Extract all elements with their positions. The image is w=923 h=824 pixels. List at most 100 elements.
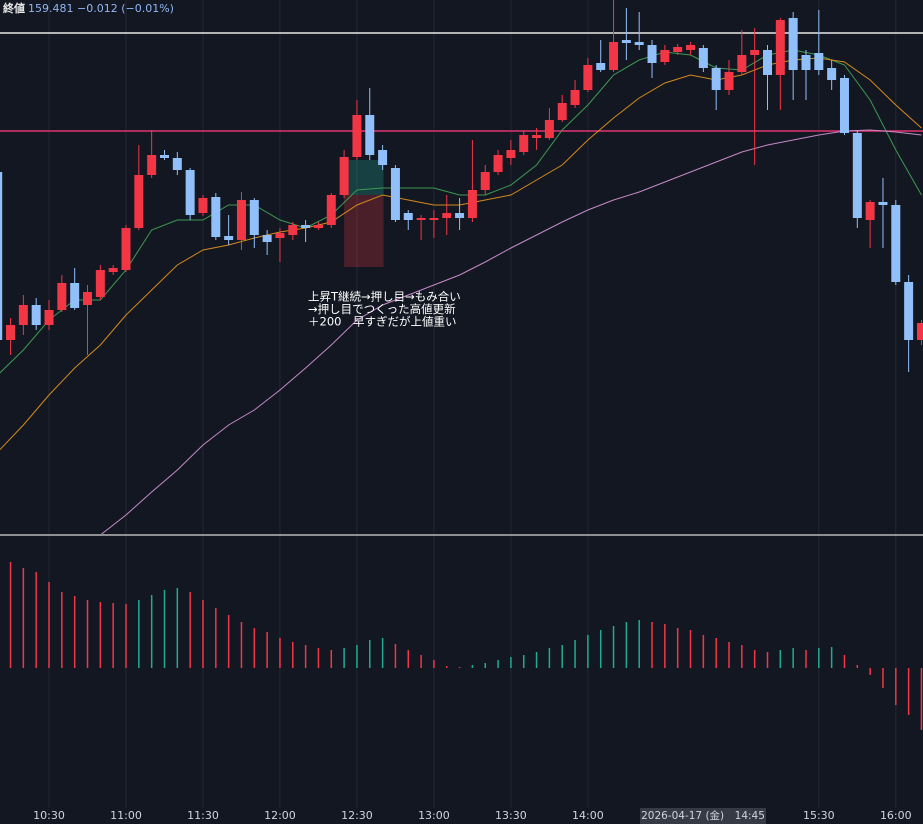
- histogram-bar: [227, 615, 230, 668]
- candle-body: [673, 47, 683, 52]
- annotation: 上昇T継続→押し目→もみ合い: [308, 290, 461, 304]
- candle-body: [211, 197, 221, 237]
- histogram-bar: [433, 660, 435, 668]
- price-panel: 上昇T継続→押し目→もみ合い→押し目でつくった高値更新＋200 早すぎだが上値重…: [0, 0, 923, 534]
- histogram-bar: [99, 602, 102, 668]
- histogram-bar: [792, 648, 794, 668]
- histogram-bar: [766, 652, 769, 668]
- candle-body: [583, 65, 593, 90]
- histogram-bar: [535, 652, 538, 668]
- crosshair-label-bg: [640, 808, 766, 824]
- candle-body: [275, 233, 285, 238]
- candle-body: [621, 40, 631, 43]
- x-tick-label: 15:30: [803, 809, 835, 822]
- histogram-bar: [369, 640, 371, 668]
- histogram-bar: [830, 647, 833, 668]
- candle-body: [544, 120, 554, 138]
- histogram-bar: [689, 630, 692, 668]
- candle-body: [236, 200, 246, 240]
- histogram-bar: [330, 650, 333, 668]
- candle-body: [467, 190, 477, 218]
- histogram-bar: [753, 650, 756, 668]
- histogram-bar: [715, 638, 717, 668]
- candle-body: [224, 236, 234, 240]
- histogram-bar: [73, 596, 76, 668]
- histogram-bar: [163, 590, 166, 668]
- histogram-bar: [215, 608, 217, 668]
- histogram-bar: [843, 655, 846, 668]
- x-tick-label: 13:30: [495, 809, 527, 822]
- histogram-bar: [394, 644, 397, 668]
- candle-body: [750, 50, 760, 55]
- candle-body: [852, 133, 862, 218]
- candle-body: [493, 155, 503, 172]
- histogram-bar: [9, 562, 12, 668]
- candle-body: [429, 218, 439, 220]
- histogram-bar: [253, 628, 256, 668]
- histogram-bar: [907, 668, 910, 715]
- candle-body: [737, 55, 747, 72]
- histogram-bar: [625, 622, 628, 668]
- histogram-bar: [728, 642, 730, 668]
- candle-body: [288, 225, 298, 235]
- x-tick-label: 10:30: [33, 809, 65, 822]
- candle-body: [134, 175, 144, 228]
- histogram-bar: [497, 660, 499, 668]
- histogram-bar: [471, 665, 474, 668]
- candle-body: [6, 325, 16, 340]
- candle-body: [839, 78, 849, 133]
- candle-body: [44, 310, 54, 325]
- histogram-bar: [510, 657, 512, 668]
- candle-body: [532, 135, 542, 138]
- histogram-bar: [561, 645, 563, 668]
- x-tick-label: 11:00: [110, 809, 142, 822]
- histogram-bar: [420, 655, 422, 668]
- candle-body: [185, 170, 195, 215]
- candle-body: [891, 205, 901, 282]
- histogram-bar: [240, 622, 243, 668]
- histogram-bar: [882, 668, 884, 688]
- candle-body: [878, 202, 888, 205]
- histogram-bar: [446, 666, 448, 668]
- candle-body: [326, 195, 336, 225]
- candle-body: [147, 155, 157, 175]
- position-stop: [344, 195, 384, 267]
- candle-body: [506, 150, 516, 158]
- candle-body: [660, 50, 670, 62]
- histogram-bar: [22, 568, 25, 668]
- histogram-bar: [458, 667, 461, 668]
- histogram-bar: [741, 645, 743, 668]
- candle-body: [0, 172, 3, 340]
- x-tick-label: 11:30: [187, 809, 219, 822]
- x-tick-label: 12:30: [341, 809, 373, 822]
- x-tick-label: 13:00: [418, 809, 450, 822]
- candle-body: [121, 228, 131, 270]
- candle-body: [570, 90, 580, 105]
- candle-body: [596, 63, 606, 70]
- x-axis: 10:30 11:00 11:30 12:00 12:30 13:00 13:30 14:00…: [33, 808, 912, 824]
- histogram-bar: [805, 650, 807, 668]
- change-value: −0.012 (−0.01%): [77, 2, 174, 15]
- histogram-bar: [343, 648, 345, 668]
- candle-body: [904, 282, 914, 340]
- histogram-bar: [356, 645, 358, 668]
- candle-body: [698, 48, 708, 68]
- candle-body: [711, 68, 721, 90]
- histogram-bar: [548, 648, 551, 668]
- histogram-bar: [407, 650, 410, 668]
- histogram-bar: [86, 600, 89, 668]
- candle-body: [455, 213, 465, 218]
- histogram-bar: [176, 588, 179, 668]
- candle-body: [249, 200, 259, 235]
- candle-body: [827, 68, 837, 80]
- x-tick-label: 14:00: [572, 809, 604, 822]
- annotation: ＋200 早すぎだが上値重い: [308, 315, 456, 329]
- histogram-bar: [856, 665, 859, 668]
- candle-body: [198, 198, 208, 213]
- candle-body: [378, 150, 388, 165]
- histogram-bar: [587, 635, 589, 668]
- candle-body: [557, 103, 567, 120]
- x-tick-label: 12:00: [264, 809, 296, 822]
